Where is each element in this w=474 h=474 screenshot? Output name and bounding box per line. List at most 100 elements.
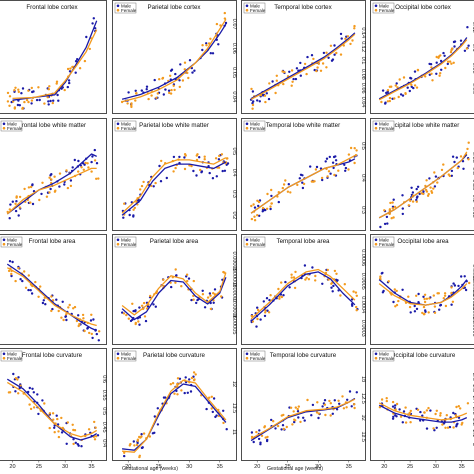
panel-title: Parietal lobe white matter — [139, 122, 209, 129]
female-point — [450, 48, 453, 52]
x-tick-label: 30 — [315, 464, 321, 470]
male-point — [224, 21, 228, 25]
legend-label-male: Male — [250, 121, 260, 126]
female-point — [289, 406, 293, 409]
y-tick-label: 0.1 — [471, 44, 474, 52]
female-point — [265, 207, 269, 210]
male-point — [303, 419, 306, 422]
male-point — [56, 93, 59, 97]
female-point — [186, 279, 189, 283]
female-point — [383, 209, 386, 212]
male-point — [409, 311, 412, 314]
male-point — [288, 70, 291, 74]
female-point — [449, 50, 453, 54]
female-point — [180, 285, 183, 288]
female-point — [286, 190, 290, 193]
female-point — [353, 27, 356, 30]
y-tick-label: 13 — [360, 376, 366, 382]
female-point — [72, 442, 75, 446]
female-point — [407, 295, 410, 298]
male-point — [145, 88, 148, 91]
male-point — [383, 222, 387, 226]
female-point — [37, 86, 40, 89]
female-point — [155, 96, 158, 100]
legend-marker-male — [2, 352, 6, 356]
female-point — [52, 418, 55, 421]
y-tick-label: 0.2 — [471, 195, 474, 203]
female-point — [30, 86, 33, 90]
male-point — [138, 323, 141, 326]
legend-marker-female — [245, 126, 249, 130]
y-tick-label: 0.4 — [231, 169, 237, 177]
female-point — [428, 297, 431, 300]
female-point — [256, 214, 259, 217]
female-point — [203, 158, 206, 161]
female-point — [66, 67, 70, 71]
female-point — [278, 295, 281, 298]
x-tick-label: 30 — [433, 464, 439, 470]
female-point — [425, 190, 429, 193]
female-point — [173, 392, 176, 395]
female-point — [415, 86, 419, 89]
panel: Parietal lobe white matterMaleFemale0.20… — [112, 118, 237, 231]
male-point — [419, 419, 422, 422]
male-point — [401, 421, 404, 424]
female-point — [390, 217, 393, 220]
panel: Occipital lobe areaMaleFemale0.000060.00… — [370, 234, 474, 345]
female-point — [321, 62, 325, 65]
female-point — [394, 305, 397, 308]
male-fit-line — [6, 153, 97, 215]
female-point — [289, 191, 292, 194]
male-point — [433, 429, 436, 432]
female-point — [51, 299, 55, 302]
male-point — [198, 156, 201, 159]
male-point — [213, 288, 217, 291]
panel-title: Temporal lobe curvature — [270, 352, 337, 359]
y-tick-label: 0.04 — [231, 91, 237, 102]
male-point — [344, 166, 348, 170]
female-point — [272, 420, 275, 423]
male-point — [15, 200, 18, 203]
male-point — [303, 264, 307, 267]
female-point — [218, 154, 221, 158]
male-point — [195, 301, 198, 305]
female-point — [43, 102, 46, 105]
male-point — [121, 311, 124, 314]
male-point — [333, 44, 336, 47]
female-point — [133, 444, 136, 447]
female-point — [17, 267, 20, 270]
female-point — [27, 186, 31, 189]
male-point — [31, 387, 34, 390]
legend-marker-male — [245, 238, 249, 242]
female-point — [72, 307, 75, 310]
male-point — [85, 35, 88, 39]
female-point — [395, 402, 399, 406]
female-point — [329, 402, 332, 405]
y-tick-label: 2.3 — [471, 407, 474, 415]
male-point — [208, 292, 212, 295]
y-tick-label: 11.5 — [231, 403, 237, 413]
female-point — [444, 304, 448, 308]
female-point — [78, 322, 81, 326]
male-point — [395, 415, 398, 418]
female-point — [71, 423, 74, 426]
female-point — [294, 270, 297, 274]
female-point — [353, 161, 356, 165]
legend-marker-male — [116, 122, 120, 126]
male-point — [28, 386, 31, 390]
male-point — [187, 277, 191, 280]
male-fit-line — [121, 161, 227, 216]
female-point — [398, 78, 401, 81]
female-point — [347, 153, 351, 156]
female-point — [444, 426, 447, 429]
male-point — [438, 308, 441, 311]
panel-title: Occipital lobe white matter — [387, 122, 460, 129]
female-point — [316, 401, 319, 404]
legend-marker-male — [116, 4, 120, 8]
male-point — [381, 89, 385, 92]
panel-title: Parietal lobe cortex — [148, 4, 202, 11]
legend-label-female: Female — [379, 8, 395, 13]
female-point — [424, 75, 427, 78]
female-point — [326, 268, 329, 272]
